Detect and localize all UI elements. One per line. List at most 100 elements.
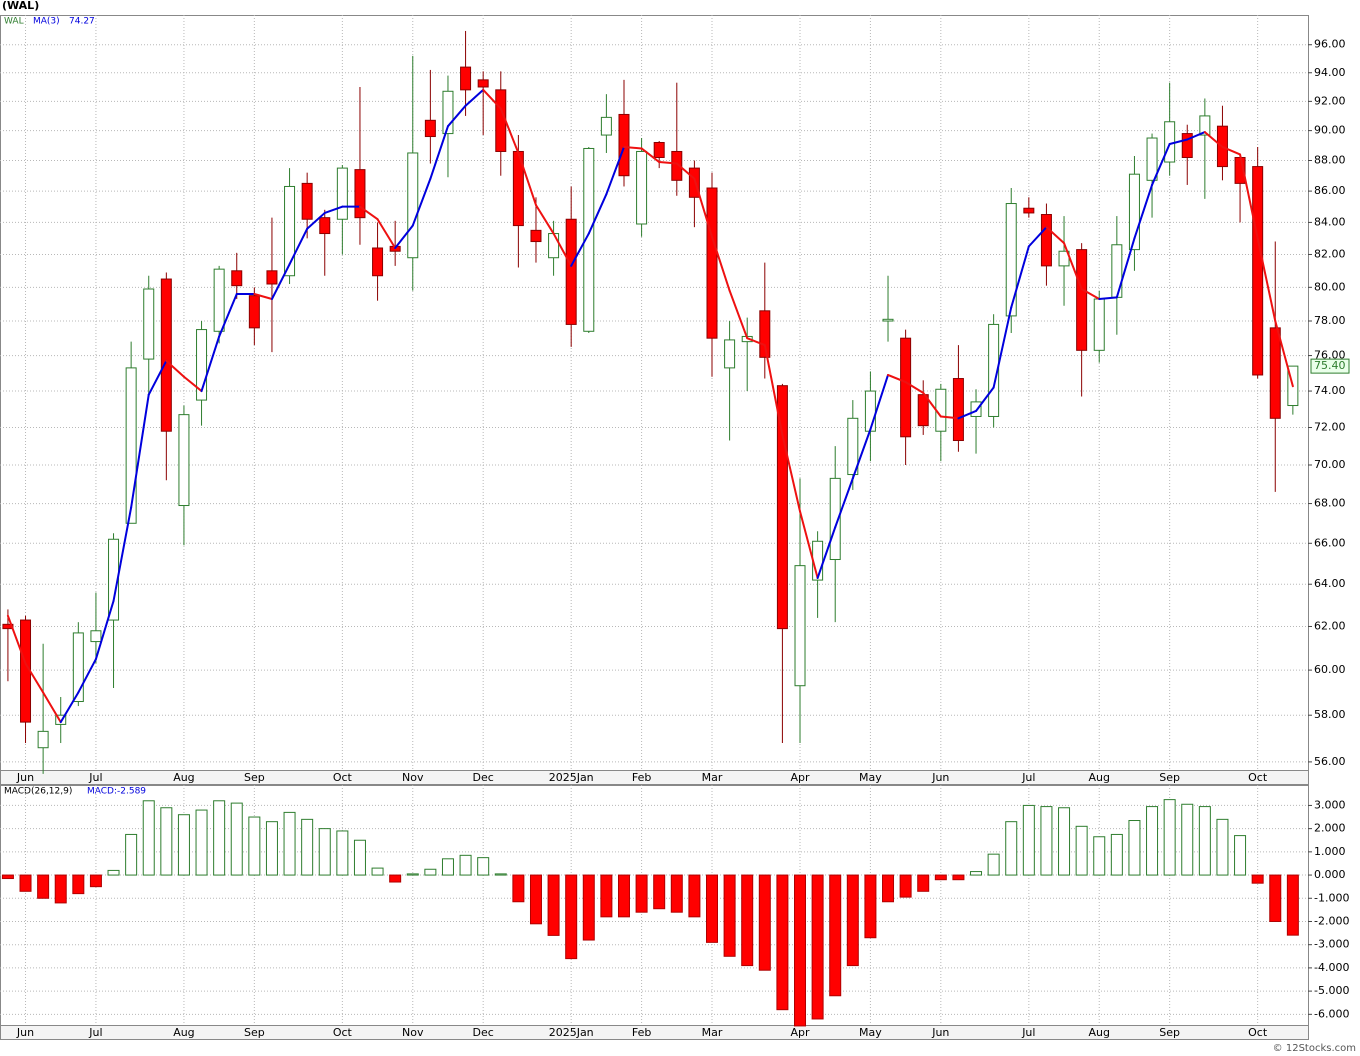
y-tick-label: -4.000: [1314, 961, 1349, 974]
x-tick-label: Sep: [244, 1026, 265, 1039]
macd-bar: [1234, 835, 1247, 876]
ma-segment: [1186, 131, 1206, 141]
macd-bar: [970, 871, 983, 876]
ma-segment: [710, 235, 731, 292]
macd-bar: [917, 874, 930, 892]
y-tick-label: 58.00: [1314, 708, 1346, 721]
y-tick-label: 2.000: [1314, 822, 1346, 835]
ma-segment: [376, 218, 397, 249]
x-tick-label: Dec: [473, 1026, 494, 1039]
macd-bar: [125, 833, 138, 876]
ma-segment: [1239, 153, 1259, 240]
y-tick-label: 80.00: [1314, 280, 1346, 293]
macd-bar: [301, 818, 314, 876]
y-tick-label: 90.00: [1314, 124, 1346, 137]
candle-body: [776, 385, 788, 630]
ma-segment: [464, 88, 485, 107]
macd-bar: [565, 874, 578, 960]
macd-bar: [54, 874, 67, 904]
y-tick-label: 0.000: [1314, 868, 1346, 881]
x-tick-label: Jul: [88, 1026, 102, 1039]
macd-bar: [353, 839, 366, 876]
ma-segment: [358, 205, 379, 221]
y-tick-label: -6.000: [1314, 1007, 1349, 1020]
macd-bar: [741, 874, 754, 967]
candle-body: [301, 182, 313, 220]
candle-body: [125, 367, 137, 524]
x-tick-label: Feb: [632, 1026, 651, 1039]
x-tick-label: Sep: [1159, 1026, 1180, 1039]
x-tick-label: Mar: [702, 1026, 723, 1039]
credit: © 12Stocks.com: [1273, 1043, 1356, 1054]
ma-segment: [746, 337, 766, 347]
x-tick-label: Oct: [1248, 771, 1268, 784]
macd-bar: [688, 874, 701, 918]
candle-body: [1252, 166, 1264, 376]
x-tick-label: Nov: [402, 1026, 424, 1039]
macd-bar: [160, 807, 173, 876]
ma-segment: [323, 205, 344, 214]
y-tick-label: 60.00: [1314, 663, 1346, 676]
x-tick-label: Nov: [402, 771, 424, 784]
y-tick-label: 92.00: [1314, 94, 1346, 107]
candle-body: [1111, 244, 1123, 298]
macd-bar: [529, 874, 542, 925]
ma-segment: [1133, 183, 1154, 240]
ma-segment: [693, 177, 713, 238]
y-tick-label: 3.000: [1314, 798, 1346, 811]
ma-segment: [534, 204, 555, 235]
ma-segment: [517, 151, 537, 207]
candle-body: [143, 288, 155, 360]
candle-body: [1076, 249, 1088, 351]
macd-bar: [758, 874, 771, 971]
x-tick-label: Jun: [931, 1026, 949, 1039]
candle-body: [284, 185, 296, 277]
candle-body: [477, 79, 489, 88]
ma-segment: [499, 107, 520, 154]
macd-bar: [265, 821, 278, 876]
y-tick-label: 70.00: [1314, 458, 1346, 471]
ma-segment: [42, 691, 62, 724]
candle-body: [1093, 298, 1105, 351]
macd-bar: [794, 874, 807, 1027]
macd-bar: [1128, 820, 1141, 876]
y-tick-label: -1.000: [1314, 891, 1349, 904]
macd-bar: [1198, 806, 1211, 876]
candle-body: [55, 714, 67, 725]
ma-segment: [570, 232, 590, 267]
y-tick-label: 56.00: [1314, 755, 1346, 768]
x-tick-label: Apr: [790, 1026, 810, 1039]
candle-body: [1269, 327, 1281, 419]
y-tick-label: 72.00: [1314, 421, 1346, 434]
ma-segment: [975, 386, 995, 412]
price-panel: [0, 15, 1309, 771]
candle-body: [1005, 203, 1017, 317]
macd-bar: [336, 830, 349, 876]
ma-segment: [799, 510, 819, 580]
candle-body: [1023, 207, 1035, 214]
ma-segment: [939, 415, 960, 420]
candle-body: [319, 217, 331, 235]
x-tick-label: Sep: [244, 771, 265, 784]
y-tick-label: 88.00: [1314, 154, 1346, 167]
macd-bar: [459, 854, 472, 876]
candle-body: [864, 390, 876, 432]
macd-bar: [705, 874, 718, 943]
legend-macd: MACD(26,12,9): [4, 787, 72, 797]
y-tick-label: 84.00: [1314, 215, 1346, 228]
candle-body: [759, 310, 771, 358]
macd-bar: [1286, 874, 1299, 936]
candle-body: [1199, 115, 1211, 136]
macd-bar: [899, 874, 912, 898]
ma-segment: [288, 227, 309, 266]
ma-segment: [869, 373, 890, 431]
macd-bar: [1058, 807, 1071, 876]
ma-segment: [94, 599, 115, 661]
macd-bar: [723, 874, 736, 957]
candle-body: [600, 116, 612, 136]
x-tick-label: Aug: [1088, 1026, 1109, 1039]
x-tick-label: May: [859, 1026, 882, 1039]
candle-body: [424, 119, 436, 138]
macd-bar: [635, 874, 648, 913]
